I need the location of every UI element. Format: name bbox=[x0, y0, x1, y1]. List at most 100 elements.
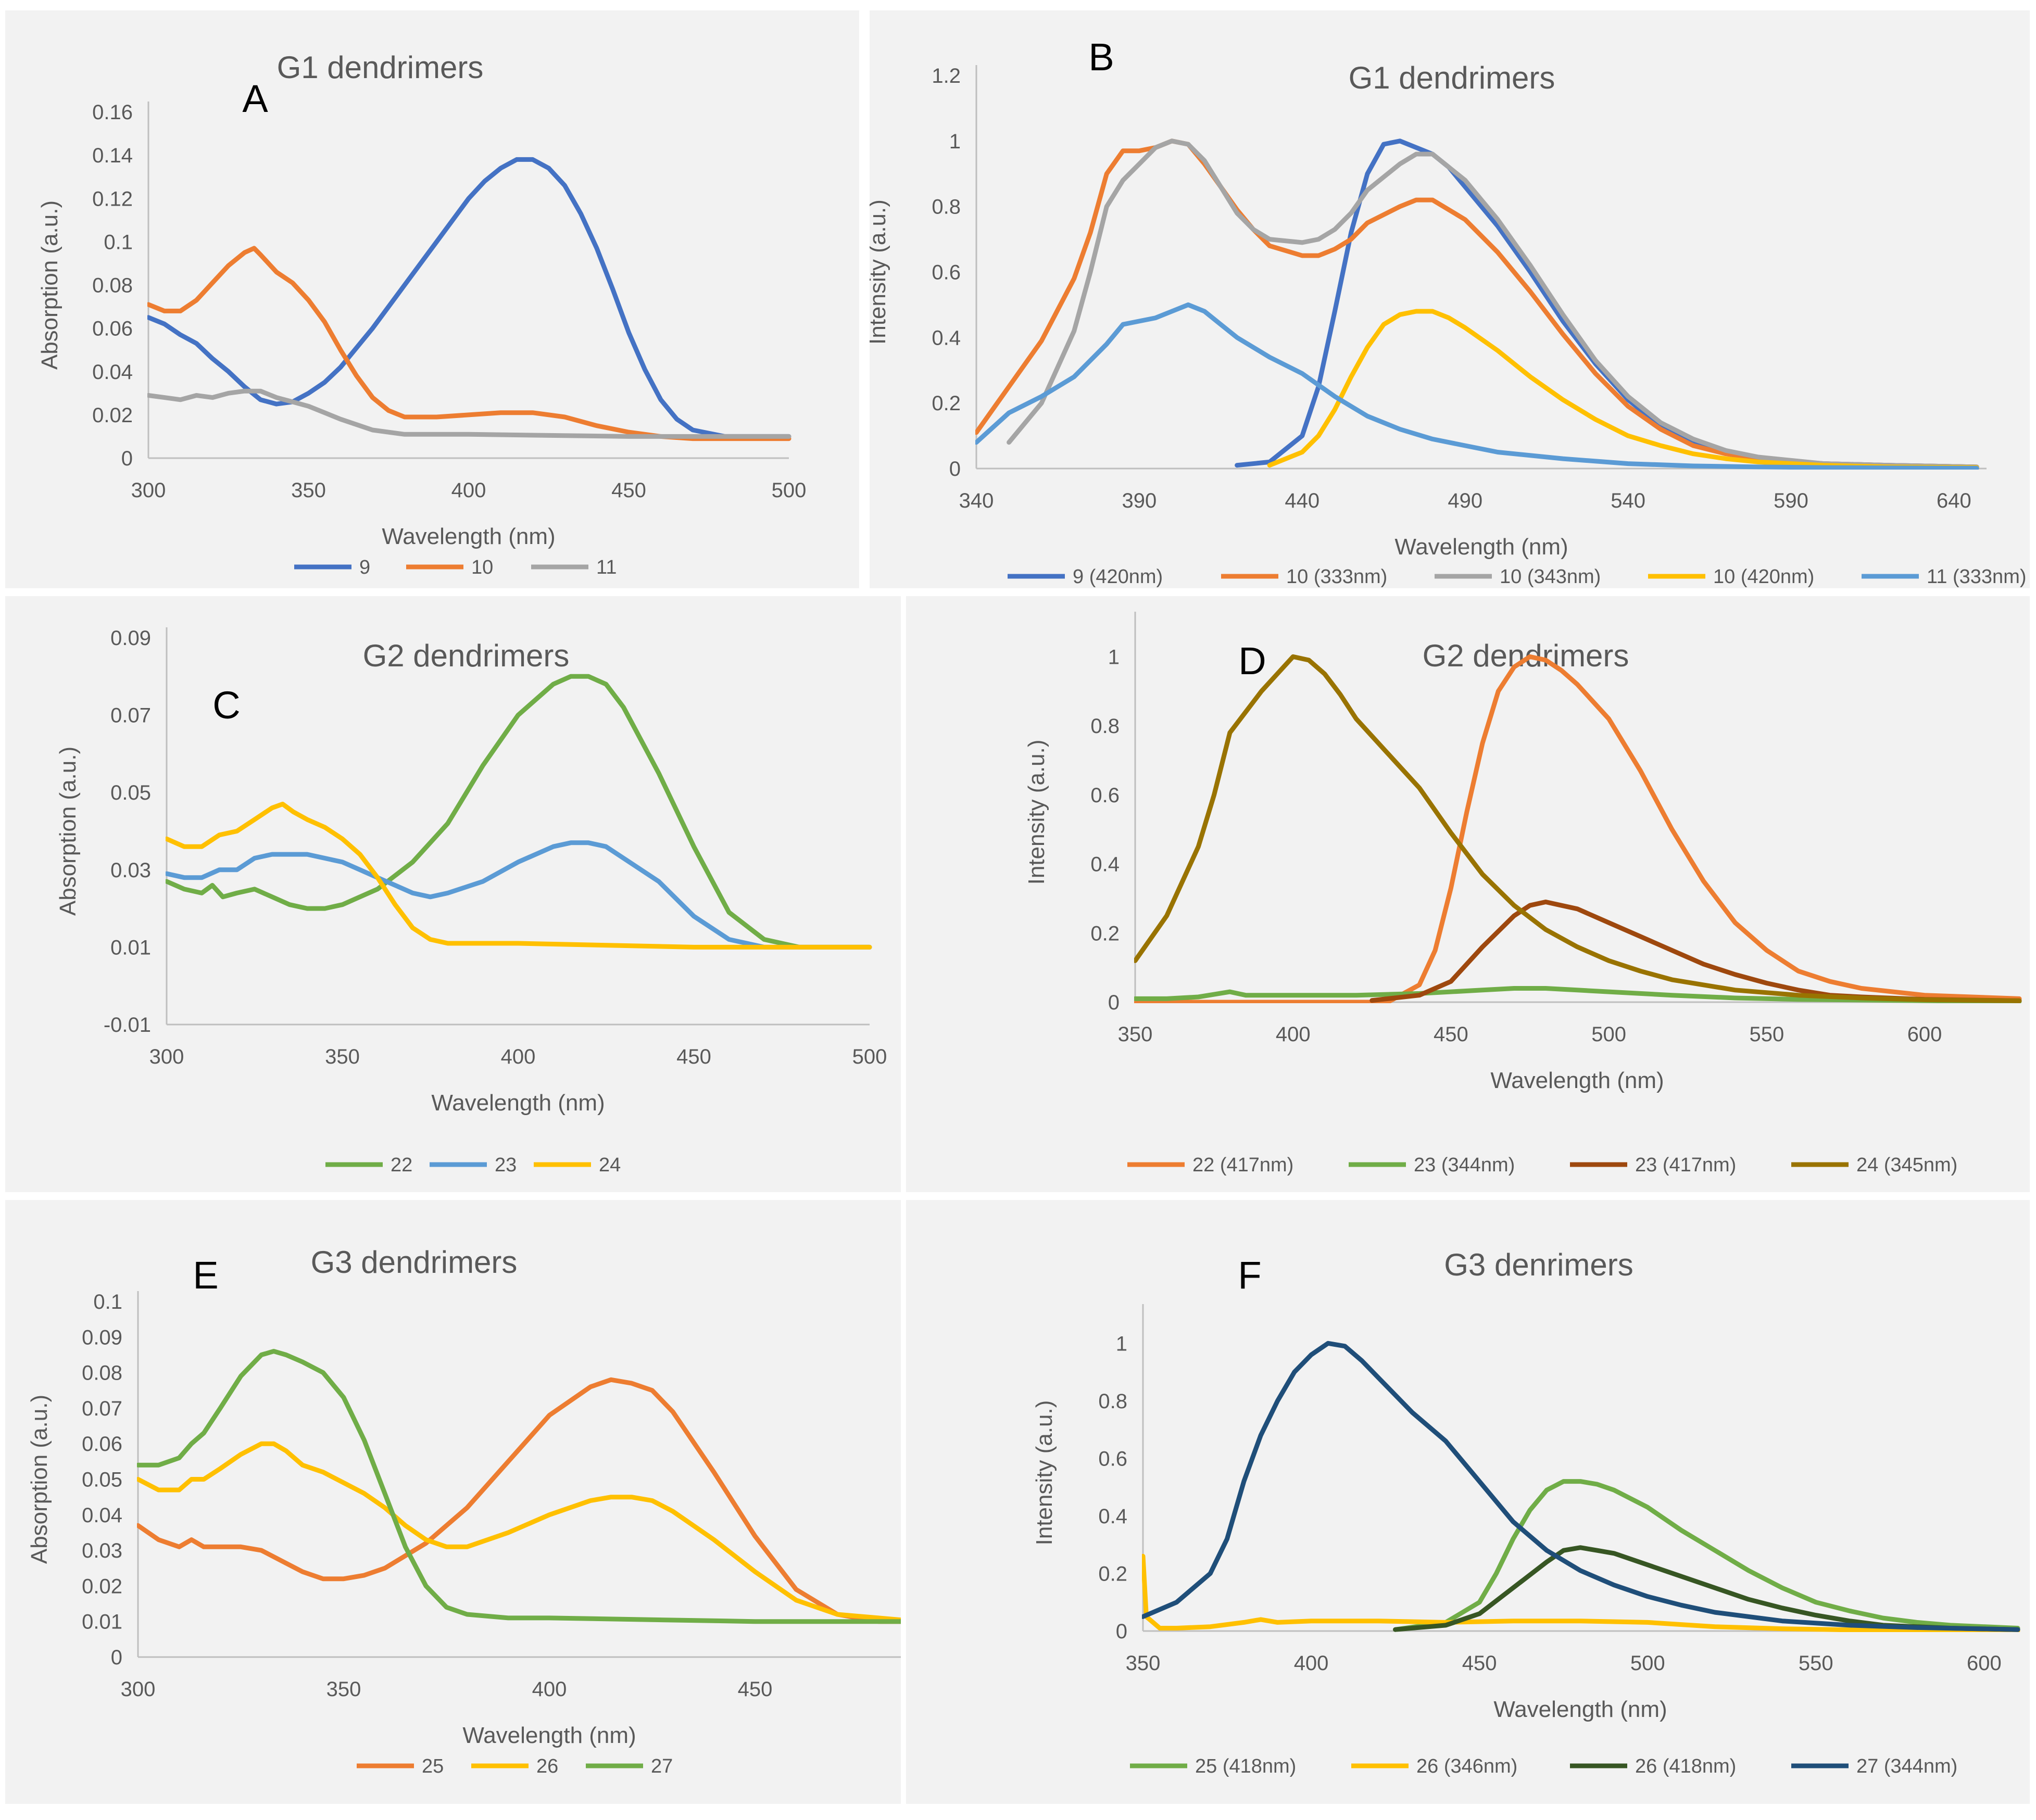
x-tick-label: 640 bbox=[1937, 489, 1971, 512]
panel-b: 0 0.2 0.4 0.6 0.8 1 1.2 340 390 440 490 540 590 640 Wa… bbox=[870, 10, 2030, 588]
y-tick-label: 0.03 bbox=[82, 1539, 122, 1562]
series-group bbox=[975, 138, 1979, 470]
chart-c: -0.01 0.01 0.03 0.05 0.07 0.09 300 350 400 450 500… bbox=[55, 627, 887, 1176]
series-line-25 bbox=[137, 1377, 901, 1624]
y-tick-label: 0.8 bbox=[1090, 715, 1120, 738]
series-line-26-346nm bbox=[1142, 1553, 2020, 1632]
x-axis-label: Wavelength (nm) bbox=[382, 524, 555, 549]
legend-label: 24 (345nm) bbox=[1856, 1154, 1957, 1176]
legend-label: 27 (344nm) bbox=[1856, 1755, 1957, 1777]
y-tick-label: 0 bbox=[949, 458, 961, 481]
legend: 9 (420nm) 10 (333nm) 10 (343nm) 10 (420nm) 1… bbox=[1008, 566, 2027, 588]
x-tick-label: 450 bbox=[611, 479, 646, 502]
y-tick-label: 0.2 bbox=[1098, 1562, 1127, 1585]
panel-letter: C bbox=[212, 684, 240, 727]
legend-label: 27 bbox=[651, 1755, 673, 1777]
x-tick-label: 350 bbox=[326, 1678, 361, 1701]
chart-title: G2 dendrimers bbox=[363, 638, 570, 673]
chart-f: 0 0.2 0.4 0.6 0.8 1 350 400 450 500 550 600 Waveleng… bbox=[1032, 1247, 2020, 1777]
y-tick-label: 0.1 bbox=[93, 1291, 122, 1313]
x-tick-label: 400 bbox=[501, 1045, 536, 1068]
x-tick-label: 390 bbox=[1122, 489, 1157, 512]
axes: 0 0.01 0.02 0.03 0.04 0.05 0.06 0.07 0.08 0.09 0.1… bbox=[27, 1291, 901, 1748]
series-line-9 bbox=[147, 157, 791, 439]
series-line-27 bbox=[137, 1349, 901, 1624]
legend-label: 25 (418nm) bbox=[1195, 1755, 1296, 1777]
x-tick-label: 600 bbox=[1967, 1652, 2002, 1675]
legend-label: 11 bbox=[596, 557, 617, 578]
chart-title: G3 dendrimers bbox=[311, 1245, 518, 1280]
y-tick-label: 0.14 bbox=[92, 144, 133, 167]
y-tick-label: 0.16 bbox=[92, 101, 133, 124]
legend: 25 (418nm) 26 (346nm) 26 (418nm) 27 (344nm) bbox=[1130, 1755, 1957, 1777]
x-tick-label: 340 bbox=[959, 489, 994, 512]
series-line-24 bbox=[166, 802, 872, 950]
legend-label: 22 (417nm) bbox=[1192, 1154, 1293, 1176]
x-tick-label: 450 bbox=[676, 1045, 711, 1068]
legend: 22 23 24 bbox=[325, 1154, 621, 1176]
legend-label: 9 bbox=[359, 557, 370, 578]
y-tick-label: 0.09 bbox=[110, 627, 151, 650]
x-tick-label: 450 bbox=[1462, 1652, 1497, 1675]
y-tick-label: 0.2 bbox=[932, 392, 961, 415]
chart-a: 0 0.02 0.04 0.06 0.08 0.1 0.12 0.14 0.16 300 350 40… bbox=[37, 50, 807, 578]
series-line-10-343nm bbox=[1007, 138, 1979, 470]
y-tick-label: 0.03 bbox=[110, 859, 151, 882]
series-line-11-333nm bbox=[975, 302, 1979, 470]
series-line-23 bbox=[166, 840, 872, 950]
series-line-10 bbox=[147, 246, 791, 441]
series-line-26 bbox=[137, 1441, 901, 1623]
y-axis-label: Intensity (a.u.) bbox=[870, 199, 890, 345]
legend-label: 25 bbox=[422, 1755, 444, 1777]
legend-label: 23 (344nm) bbox=[1414, 1154, 1515, 1176]
x-tick-label: 600 bbox=[1907, 1023, 1942, 1046]
legend-label: 23 (417nm) bbox=[1635, 1154, 1736, 1176]
legend-label: 22 bbox=[391, 1154, 412, 1176]
legend-label: 10 (420nm) bbox=[1713, 566, 1814, 588]
y-tick-label: 0.08 bbox=[82, 1362, 122, 1385]
chart-title: G2 dendrimers bbox=[1423, 638, 1629, 673]
x-tick-label: 300 bbox=[149, 1045, 184, 1068]
x-tick-label: 500 bbox=[772, 479, 807, 502]
y-tick-label: 0 bbox=[111, 1646, 122, 1669]
x-tick-label: 400 bbox=[1276, 1023, 1311, 1046]
x-axis-label: Wavelength (nm) bbox=[1394, 534, 1568, 560]
chart-e: 0 0.01 0.02 0.03 0.04 0.05 0.06 0.07 0.08 0.09 0.1… bbox=[27, 1245, 901, 1777]
series-group bbox=[166, 674, 872, 950]
x-tick-label: 500 bbox=[852, 1045, 887, 1068]
x-axis-label: Wavelength (nm) bbox=[1493, 1697, 1667, 1722]
y-tick-label: 0.08 bbox=[92, 274, 133, 297]
legend: 25 26 27 bbox=[357, 1755, 673, 1777]
y-tick-label: 1 bbox=[1108, 646, 1120, 668]
chart-title: G1 dendrimers bbox=[1349, 60, 1555, 95]
legend: 9 10 11 bbox=[294, 557, 617, 578]
y-tick-label: 0.06 bbox=[82, 1433, 122, 1456]
y-tick-label: 0.4 bbox=[1090, 853, 1120, 876]
series-line-22 bbox=[166, 674, 872, 950]
legend-label: 10 (333nm) bbox=[1286, 566, 1387, 588]
y-tick-label: 0.01 bbox=[82, 1611, 122, 1634]
x-tick-label: 350 bbox=[1126, 1652, 1161, 1675]
x-tick-label: 550 bbox=[1749, 1023, 1784, 1046]
x-tick-label: 440 bbox=[1285, 489, 1319, 512]
legend-label: 26 bbox=[536, 1755, 558, 1777]
panel-letter: E bbox=[193, 1254, 218, 1297]
panel-letter: F bbox=[1238, 1254, 1261, 1297]
y-tick-label: 0.6 bbox=[932, 261, 961, 284]
y-axis-label: Absorption (a.u.) bbox=[55, 747, 81, 916]
series-group bbox=[147, 157, 791, 441]
series-line-10-333nm bbox=[975, 138, 1979, 470]
x-tick-label: 400 bbox=[1294, 1652, 1329, 1675]
panel-letter: B bbox=[1088, 35, 1114, 79]
legend-label: 9 (420nm) bbox=[1073, 566, 1163, 588]
x-tick-label: 550 bbox=[1799, 1652, 1833, 1675]
x-tick-label: 490 bbox=[1448, 489, 1482, 512]
panel-c: -0.01 0.01 0.03 0.05 0.07 0.09 300 350 400 450 500… bbox=[5, 596, 901, 1192]
panel-a: 0 0.02 0.04 0.06 0.08 0.1 0.12 0.14 0.16 300 350 40… bbox=[5, 10, 859, 588]
x-tick-label: 300 bbox=[131, 479, 166, 502]
y-tick-label: 0.02 bbox=[92, 404, 133, 427]
x-tick-label: 500 bbox=[1630, 1652, 1665, 1675]
axes: 0 0.2 0.4 0.6 0.8 1 350 400 450 500 550 600 Waveleng… bbox=[1024, 612, 2019, 1093]
y-axis-label: Intensity (a.u.) bbox=[1024, 740, 1049, 885]
x-tick-label: 350 bbox=[325, 1045, 360, 1068]
